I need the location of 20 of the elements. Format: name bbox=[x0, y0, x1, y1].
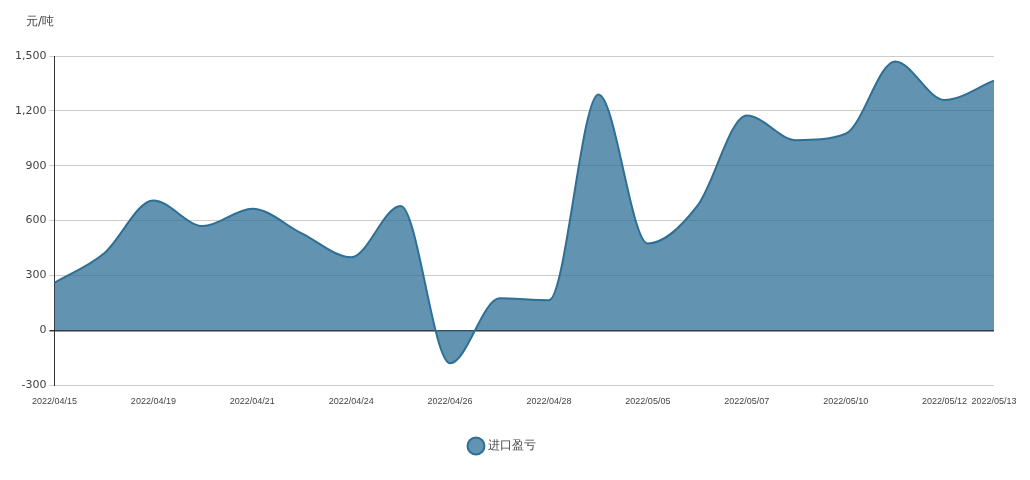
y-tick-label: 0 bbox=[39, 323, 47, 337]
x-tick-label: 2022/05/10 bbox=[823, 396, 869, 407]
y-tick-label: -300 bbox=[21, 378, 47, 392]
x-tick-label: 2022/05/12 bbox=[922, 396, 968, 407]
x-tick-label: 2022/05/07 bbox=[724, 396, 770, 407]
x-tick-label: 2022/04/28 bbox=[526, 396, 572, 407]
x-tick-label: 2022/05/05 bbox=[625, 396, 671, 407]
legend-label: 进口盈亏 bbox=[488, 438, 536, 453]
y-axis-title: 元/吨 bbox=[26, 14, 55, 29]
y-tick-label: 1,500 bbox=[14, 48, 47, 62]
x-tick-label: 2022/04/19 bbox=[130, 396, 176, 407]
x-tick-label: 2022/04/15 bbox=[31, 396, 78, 407]
x-tick-label: 2022/04/24 bbox=[328, 396, 374, 407]
y-tick-label: 900 bbox=[25, 158, 47, 172]
x-tick-label: 2022/04/26 bbox=[427, 396, 473, 407]
y-tick-label: 300 bbox=[25, 268, 47, 282]
x-tick-label: 2022/05/13 bbox=[971, 396, 1017, 407]
y-tick-label: 1,200 bbox=[14, 103, 47, 117]
x-tick-label: 2022/04/21 bbox=[229, 396, 275, 407]
y-tick-label: 600 bbox=[25, 213, 47, 227]
